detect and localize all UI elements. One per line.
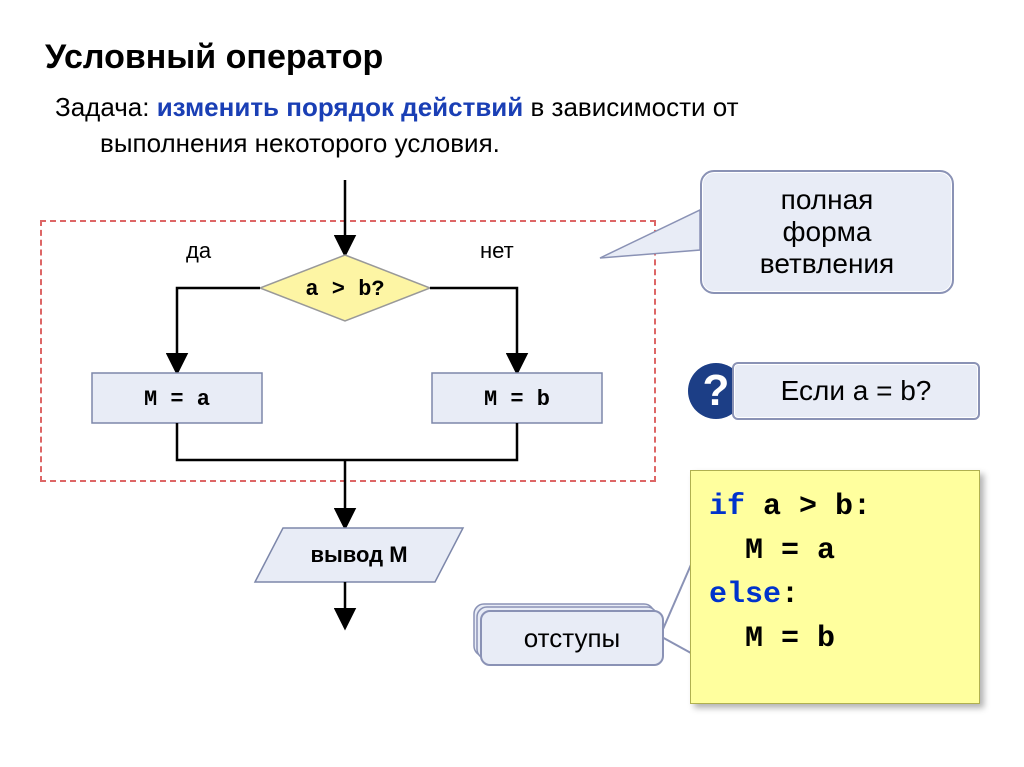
- svg-text:M = b: M = b: [484, 387, 550, 412]
- callout-full-branch: полная форма ветвления: [700, 170, 954, 294]
- svg-text:a > b?: a > b?: [305, 277, 384, 302]
- callout-line: форма: [702, 216, 952, 248]
- svg-text:да: да: [186, 238, 212, 263]
- svg-text:M = a: M = a: [144, 387, 210, 412]
- callout-line: полная: [702, 184, 952, 216]
- indent-callout: отступы: [480, 610, 664, 666]
- question-box: Если a = b?: [732, 362, 980, 420]
- question-row: ? Если a = b?: [688, 362, 980, 420]
- svg-text:вывод M: вывод M: [310, 542, 407, 567]
- code-block: if a > b: M = a else: M = b: [690, 470, 980, 704]
- svg-text:нет: нет: [480, 238, 514, 263]
- question-text: Если a = b?: [781, 375, 932, 406]
- indent-label: отступы: [524, 623, 620, 653]
- callout-line: ветвления: [702, 248, 952, 280]
